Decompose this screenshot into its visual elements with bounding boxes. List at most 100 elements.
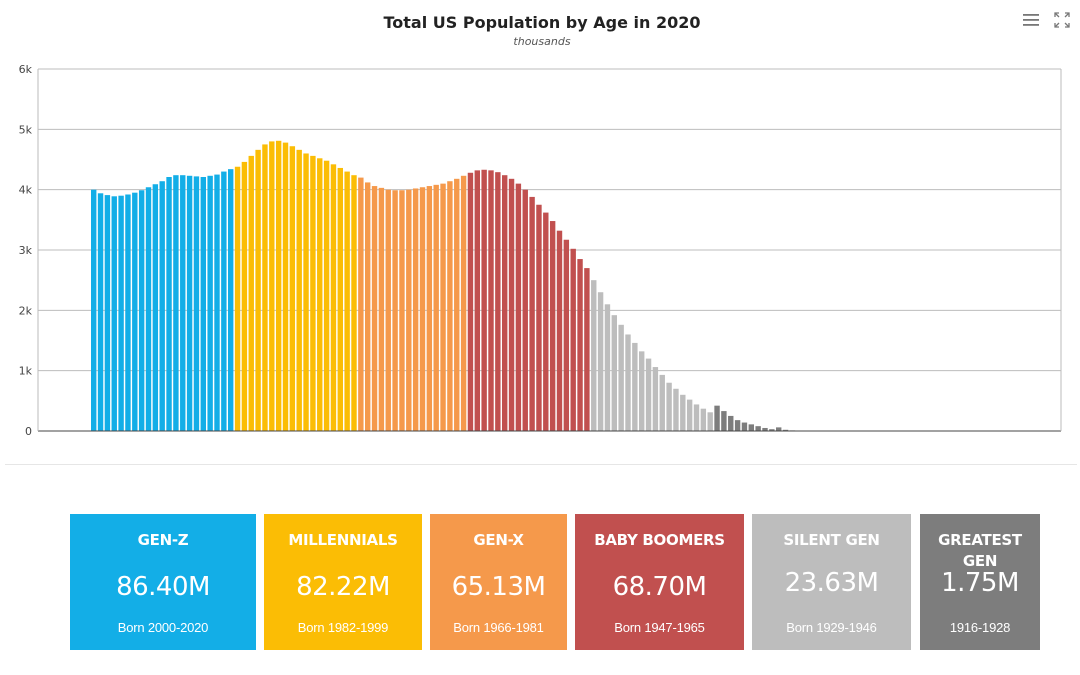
bar-series-3-13[interactable]	[556, 230, 563, 431]
bar-series-3-3[interactable]	[488, 170, 494, 432]
bar-series-2-14[interactable]	[454, 178, 460, 431]
bar-series-4-16[interactable]	[700, 408, 707, 431]
bar-series-4-2[interactable]	[604, 304, 611, 431]
bar-series-0-19[interactable]	[221, 171, 227, 431]
bar-series-5-3[interactable]	[734, 420, 741, 431]
bar-series-3-16[interactable]	[577, 259, 583, 431]
bar-series-2-3[interactable]	[378, 187, 385, 431]
bar-series-3-14[interactable]	[563, 239, 570, 431]
bar-series-1-13[interactable]	[323, 160, 330, 431]
bar-series-4-7[interactable]	[639, 351, 645, 431]
bar-series-1-4[interactable]	[262, 144, 268, 432]
bar-series-1-17[interactable]	[351, 175, 357, 431]
bar-series-1-1[interactable]	[241, 161, 248, 431]
bar-series-2-5[interactable]	[392, 190, 398, 431]
bar-series-1-5[interactable]	[269, 141, 275, 431]
bar-series-4-0[interactable]	[591, 280, 597, 431]
bar-series-1-3[interactable]	[255, 149, 261, 431]
bar-series-0-7[interactable]	[138, 190, 145, 431]
bar-series-1-0[interactable]	[234, 166, 241, 432]
bar-series-4-6[interactable]	[632, 342, 638, 431]
bar-series-1-14[interactable]	[330, 164, 337, 431]
bar-series-1-11[interactable]	[310, 155, 316, 431]
bar-series-5-8[interactable]	[769, 429, 775, 431]
bar-series-5-6[interactable]	[755, 426, 761, 431]
bar-series-5-7[interactable]	[762, 427, 768, 431]
bar-series-0-13[interactable]	[180, 175, 186, 431]
bar-series-4-1[interactable]	[597, 292, 604, 431]
bar-series-5-4[interactable]	[741, 422, 748, 431]
bar-series-1-10[interactable]	[303, 153, 309, 431]
bar-series-1-16[interactable]	[344, 171, 350, 431]
bar-series-2-7[interactable]	[406, 189, 412, 431]
bar-series-5-0[interactable]	[714, 405, 720, 431]
bar-series-2-9[interactable]	[419, 187, 426, 431]
bar-series-3-6[interactable]	[508, 178, 515, 431]
bar-series-5-9[interactable]	[776, 427, 782, 431]
bar-series-3-11[interactable]	[543, 212, 549, 431]
bar-series-1-15[interactable]	[337, 167, 343, 431]
bar-series-2-4[interactable]	[385, 189, 391, 431]
bar-series-0-8[interactable]	[145, 187, 152, 431]
bar-series-2-0[interactable]	[358, 177, 364, 431]
bar-series-4-12[interactable]	[673, 388, 679, 431]
bar-series-0-1[interactable]	[97, 193, 104, 431]
bar-series-5-2[interactable]	[728, 415, 734, 431]
bar-series-1-8[interactable]	[289, 146, 296, 432]
bar-series-4-4[interactable]	[618, 324, 624, 431]
expand-fullscreen-icon[interactable]	[1052, 10, 1072, 30]
bar-series-5-1[interactable]	[721, 411, 727, 431]
bar-series-4-5[interactable]	[625, 334, 631, 431]
bar-series-4-11[interactable]	[666, 382, 672, 431]
bar-series-0-3[interactable]	[111, 196, 117, 431]
bar-series-0-11[interactable]	[166, 177, 172, 431]
bar-series-0-17[interactable]	[207, 175, 213, 431]
bar-series-3-0[interactable]	[467, 172, 474, 431]
bar-series-2-1[interactable]	[365, 182, 371, 431]
bar-series-4-3[interactable]	[611, 315, 617, 431]
bar-series-2-12[interactable]	[440, 183, 446, 431]
bar-series-2-10[interactable]	[426, 186, 433, 431]
bar-series-3-7[interactable]	[515, 183, 522, 431]
bar-series-4-13[interactable]	[680, 394, 686, 431]
bar-series-0-15[interactable]	[193, 176, 200, 431]
bar-series-1-12[interactable]	[317, 158, 323, 432]
bar-series-3-17[interactable]	[584, 268, 590, 431]
bar-series-0-6[interactable]	[132, 192, 138, 431]
bar-series-2-2[interactable]	[371, 186, 378, 431]
bar-series-4-15[interactable]	[693, 404, 700, 431]
bar-series-4-9[interactable]	[652, 367, 659, 431]
bar-series-3-8[interactable]	[522, 189, 528, 431]
bar-series-1-2[interactable]	[248, 155, 254, 431]
bar-series-4-10[interactable]	[659, 374, 665, 431]
bar-series-3-12[interactable]	[549, 221, 556, 431]
bar-series-0-20[interactable]	[228, 169, 234, 431]
bar-series-3-4[interactable]	[495, 172, 501, 432]
bar-series-3-1[interactable]	[474, 170, 480, 432]
bar-series-5-10[interactable]	[782, 429, 789, 431]
bar-series-3-2[interactable]	[481, 169, 487, 431]
bar-series-0-12[interactable]	[173, 175, 179, 431]
bar-series-2-6[interactable]	[399, 190, 405, 431]
bar-series-0-10[interactable]	[159, 181, 165, 431]
bar-series-3-5[interactable]	[502, 175, 508, 431]
bar-series-2-15[interactable]	[460, 175, 467, 431]
hamburger-menu-icon[interactable]	[1021, 10, 1041, 30]
bar-series-0-0[interactable]	[91, 189, 97, 431]
bar-series-1-6[interactable]	[275, 140, 282, 432]
bar-series-4-14[interactable]	[686, 399, 693, 431]
bar-series-4-8[interactable]	[645, 358, 652, 431]
bar-series-2-8[interactable]	[412, 188, 419, 431]
bar-series-3-9[interactable]	[529, 196, 535, 431]
bar-series-0-4[interactable]	[118, 195, 124, 431]
bar-series-1-7[interactable]	[282, 142, 289, 432]
bar-series-3-10[interactable]	[536, 204, 542, 431]
bar-series-0-5[interactable]	[125, 194, 131, 431]
bar-series-3-15[interactable]	[570, 248, 576, 431]
bar-series-4-17[interactable]	[707, 412, 713, 431]
bar-series-0-9[interactable]	[152, 184, 159, 431]
bar-series-0-2[interactable]	[104, 195, 111, 431]
bar-series-0-18[interactable]	[214, 174, 220, 431]
bar-series-0-14[interactable]	[186, 175, 193, 431]
bar-series-0-16[interactable]	[200, 177, 206, 431]
